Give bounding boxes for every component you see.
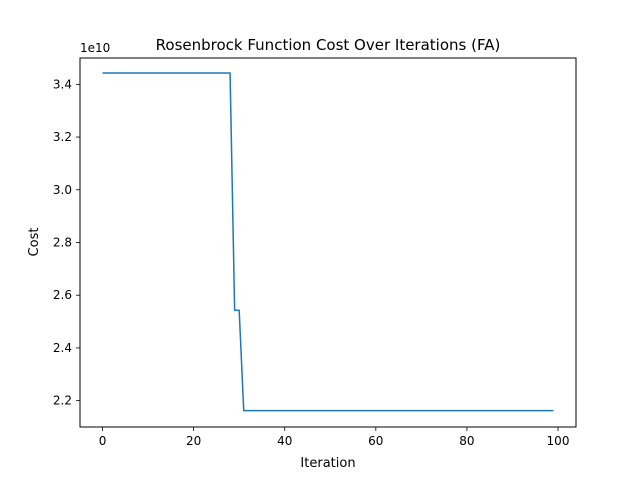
y-tick-label: 2.8 bbox=[53, 236, 72, 250]
series-line-0 bbox=[102, 72, 554, 412]
x-axis-ticks: 0 20 40 60 80 100 bbox=[99, 427, 570, 448]
x-tick-label: 20 bbox=[186, 434, 201, 448]
y-axis-ticks: 2.2 2.4 2.6 2.8 3.0 3.2 3.4 bbox=[53, 77, 80, 408]
chart-title: Rosenbrock Function Cost Over Iterations… bbox=[156, 36, 501, 54]
x-tick-label: 0 bbox=[99, 434, 107, 448]
x-axis-label: Iteration bbox=[300, 456, 355, 471]
x-tick-label: 100 bbox=[547, 434, 570, 448]
y-tick-label: 2.6 bbox=[53, 288, 72, 302]
y-tick-label: 2.2 bbox=[53, 394, 72, 408]
y-axis-label: Cost bbox=[27, 228, 42, 257]
y-tick-label: 3.2 bbox=[53, 130, 72, 144]
y-offset-label: 1e10 bbox=[80, 41, 110, 55]
x-tick-label: 40 bbox=[277, 434, 292, 448]
y-tick-label: 3.0 bbox=[53, 183, 72, 197]
y-tick-label: 2.4 bbox=[53, 341, 72, 355]
plot-area bbox=[102, 72, 554, 412]
x-tick-label: 60 bbox=[368, 434, 383, 448]
y-tick-label: 3.4 bbox=[53, 77, 72, 91]
x-tick-label: 80 bbox=[459, 434, 474, 448]
